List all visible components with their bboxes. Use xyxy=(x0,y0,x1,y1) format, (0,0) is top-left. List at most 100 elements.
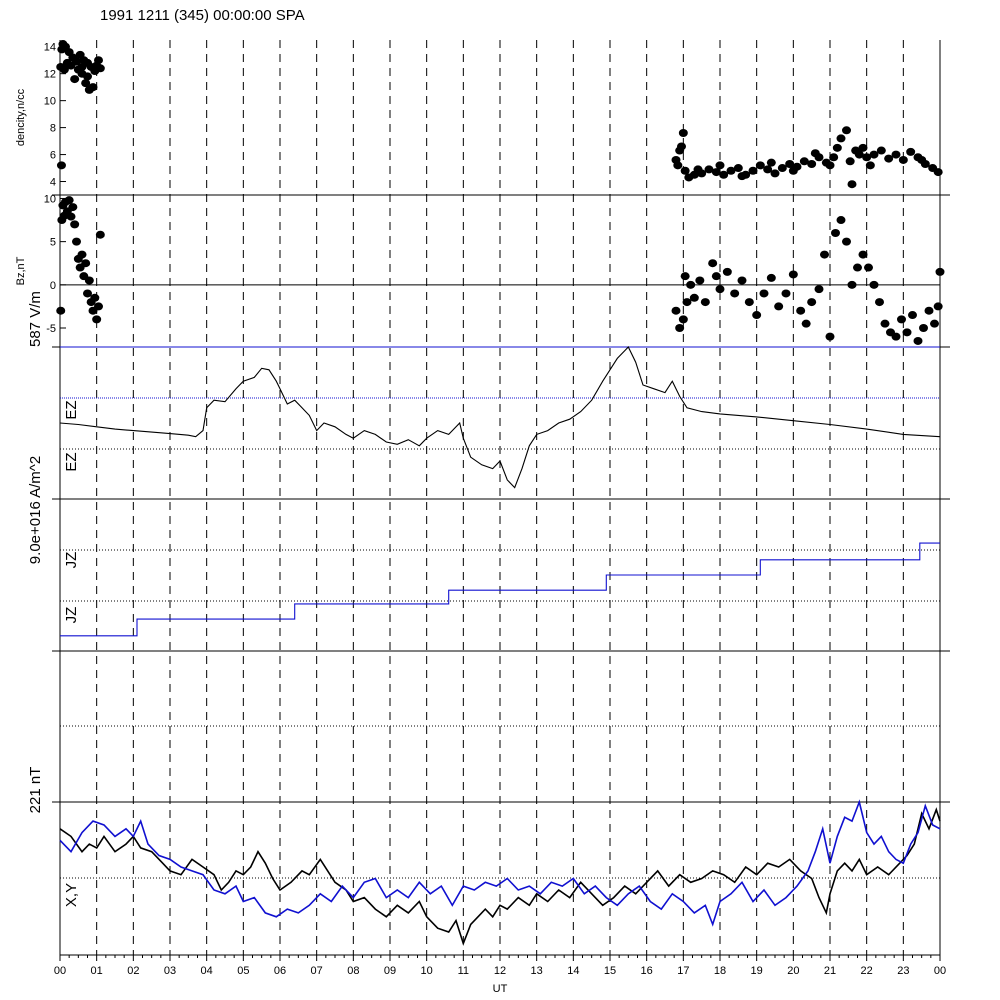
y-tick-label: 8 xyxy=(50,123,56,135)
x-axis-label: UT xyxy=(493,983,508,995)
data-point xyxy=(715,285,725,294)
x-tick-label: 14 xyxy=(567,965,579,977)
y-axis-component-label: EZ xyxy=(63,452,80,471)
data-point xyxy=(924,306,934,315)
data-point xyxy=(807,160,817,168)
data-point xyxy=(90,293,100,302)
data-point xyxy=(810,149,820,158)
data-point xyxy=(842,126,851,135)
data-point xyxy=(70,220,80,229)
data-point xyxy=(933,168,943,177)
data-point xyxy=(708,259,718,268)
y-tick-label: 10 xyxy=(44,193,56,205)
data-point xyxy=(763,165,773,174)
data-point xyxy=(755,161,765,170)
data-point xyxy=(675,324,685,332)
data-point xyxy=(752,311,762,320)
data-point xyxy=(677,142,686,151)
x-tick-label: 07 xyxy=(311,965,323,977)
data-point xyxy=(807,298,817,307)
data-point xyxy=(88,83,98,92)
data-point xyxy=(94,56,103,65)
x-tick-label: 02 xyxy=(127,965,139,977)
x-tick-label: 06 xyxy=(274,965,286,977)
data-point xyxy=(935,267,945,276)
data-point xyxy=(869,150,879,159)
data-point xyxy=(722,267,732,276)
data-point xyxy=(853,263,862,272)
y-axis-scale-label: 221 nT xyxy=(27,767,44,814)
data-point xyxy=(933,302,943,311)
data-point xyxy=(831,229,840,237)
data-point xyxy=(880,319,890,328)
data-point xyxy=(72,237,81,246)
data-point xyxy=(774,302,784,311)
y-tick-label: 5 xyxy=(50,237,56,249)
x-tick-label: 00 xyxy=(934,965,946,977)
x-tick-label: 04 xyxy=(201,965,213,977)
x-tick-label: 17 xyxy=(677,965,689,977)
x-tick-label: 11 xyxy=(458,965,469,977)
y-axis-scale-label: 9.0e+016 A/m^2 xyxy=(27,456,44,564)
data-point xyxy=(733,164,743,173)
x-tick-label: 13 xyxy=(531,965,543,977)
data-point xyxy=(678,129,688,137)
data-marks xyxy=(56,40,945,946)
data-point xyxy=(715,161,725,170)
data-point xyxy=(766,158,776,167)
data-point xyxy=(864,263,873,272)
data-point xyxy=(862,153,872,162)
data-point xyxy=(908,311,917,320)
data-point xyxy=(836,134,846,143)
data-point xyxy=(825,332,835,341)
data-point xyxy=(726,166,736,175)
data-point xyxy=(673,161,683,170)
data-point xyxy=(832,143,842,152)
data-point xyxy=(781,289,791,298)
data-point xyxy=(77,62,87,71)
data-point xyxy=(766,273,776,282)
data-point xyxy=(680,272,690,281)
data-point xyxy=(84,276,94,285)
figure-title: 1991 1211 (345) 00:00:00 SPA xyxy=(100,7,305,24)
data-point xyxy=(737,172,747,181)
x-tick-label: 20 xyxy=(787,965,799,977)
series-line-y xyxy=(59,799,941,927)
data-point xyxy=(719,170,729,179)
y-tick-label: 14 xyxy=(44,42,56,54)
data-point xyxy=(845,157,855,166)
x-tick-label: 01 xyxy=(91,965,103,977)
data-point xyxy=(94,302,103,311)
series-line xyxy=(59,346,941,489)
data-point xyxy=(711,168,721,177)
data-point xyxy=(858,250,868,259)
series-line-x xyxy=(59,807,941,946)
data-point xyxy=(913,336,923,345)
data-point xyxy=(693,165,703,174)
data-point xyxy=(869,280,879,289)
data-point xyxy=(95,230,105,239)
data-point xyxy=(799,157,809,166)
x-tick-label: 10 xyxy=(421,965,433,977)
data-point xyxy=(785,160,795,168)
data-point xyxy=(801,319,811,328)
y-tick-label: -5 xyxy=(46,323,56,335)
data-point xyxy=(671,306,681,315)
y-axis-component-label: JZ xyxy=(63,607,80,624)
data-point xyxy=(66,212,76,221)
x-tick-label: 23 xyxy=(897,965,909,977)
data-point xyxy=(759,289,769,298)
data-point xyxy=(777,164,787,173)
data-point xyxy=(81,259,91,268)
data-point xyxy=(820,250,829,259)
data-point xyxy=(796,306,806,315)
data-point xyxy=(865,161,875,170)
data-point xyxy=(858,143,868,152)
data-point xyxy=(876,146,886,155)
y-axis-scale-label: 587 V/m xyxy=(27,291,44,347)
x-tick-label: 15 xyxy=(604,965,616,977)
data-point xyxy=(814,285,824,294)
data-point xyxy=(682,298,692,307)
data-point xyxy=(704,165,714,174)
